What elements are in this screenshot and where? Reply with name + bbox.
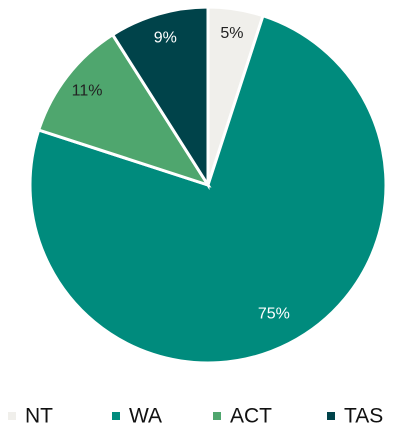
data-label: 11% (72, 82, 103, 99)
pie-slice (28, 13, 388, 365)
legend-label: TAS (344, 405, 383, 428)
legend-swatch (213, 412, 221, 420)
pie-slice (110, 5, 210, 191)
data-label: 5% (220, 25, 243, 42)
pie-slice (36, 32, 212, 188)
legend-swatch (112, 412, 120, 420)
legend-label: WA (129, 405, 162, 428)
legend-swatch (327, 412, 335, 420)
data-label: 75% (258, 305, 290, 322)
legend-swatch (8, 412, 16, 420)
legend-label: ACT (230, 405, 272, 428)
legend-label: NT (25, 405, 53, 428)
data-label: 9% (154, 29, 177, 46)
